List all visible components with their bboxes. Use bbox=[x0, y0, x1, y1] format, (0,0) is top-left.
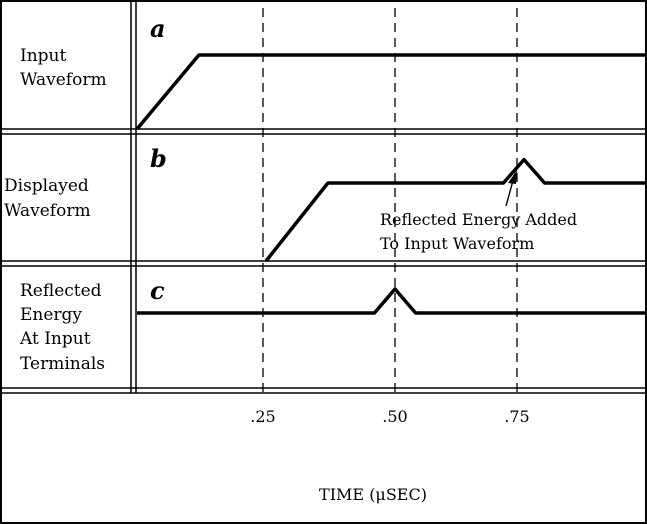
panel-labels: Input Waveform Displayed Waveform Reflec… bbox=[4, 46, 107, 374]
label-c-line3: At Input bbox=[19, 329, 91, 349]
label-c-line2: Energy bbox=[20, 305, 82, 325]
tick-label-050: .50 bbox=[382, 407, 407, 426]
waveforms bbox=[135, 53, 646, 315]
x-axis-title: TIME (μSEC) bbox=[319, 485, 427, 504]
annotation-arrowhead bbox=[508, 170, 517, 184]
label-a-line2: Waveform bbox=[20, 70, 107, 90]
panel-letter-a: a bbox=[150, 14, 166, 43]
label-c-line1: Reflected bbox=[20, 281, 102, 301]
tick-label-025: .25 bbox=[250, 407, 275, 426]
reflection-annotation: Reflected Energy Added To Input Waveform bbox=[380, 170, 577, 253]
label-c-line4: Terminals bbox=[20, 354, 105, 374]
tick-labels: .25 .50 .75 bbox=[250, 407, 529, 426]
annotation-line2: To Input Waveform bbox=[380, 234, 534, 253]
panel-letter-b: b bbox=[150, 144, 167, 173]
label-b-line2: Waveform bbox=[4, 201, 91, 221]
waveform-c bbox=[137, 287, 646, 315]
tick-label-075: .75 bbox=[504, 407, 529, 426]
waveform-a bbox=[135, 53, 646, 131]
annotation-line1: Reflected Energy Added bbox=[380, 210, 577, 229]
label-b-line1: Displayed bbox=[4, 176, 89, 196]
panel-letter-c: c bbox=[150, 276, 165, 305]
time-gridlines bbox=[262, 8, 518, 393]
label-a-line1: Input bbox=[20, 46, 66, 66]
waveform-b bbox=[264, 157, 646, 263]
panel-letters: a b c bbox=[150, 14, 167, 305]
